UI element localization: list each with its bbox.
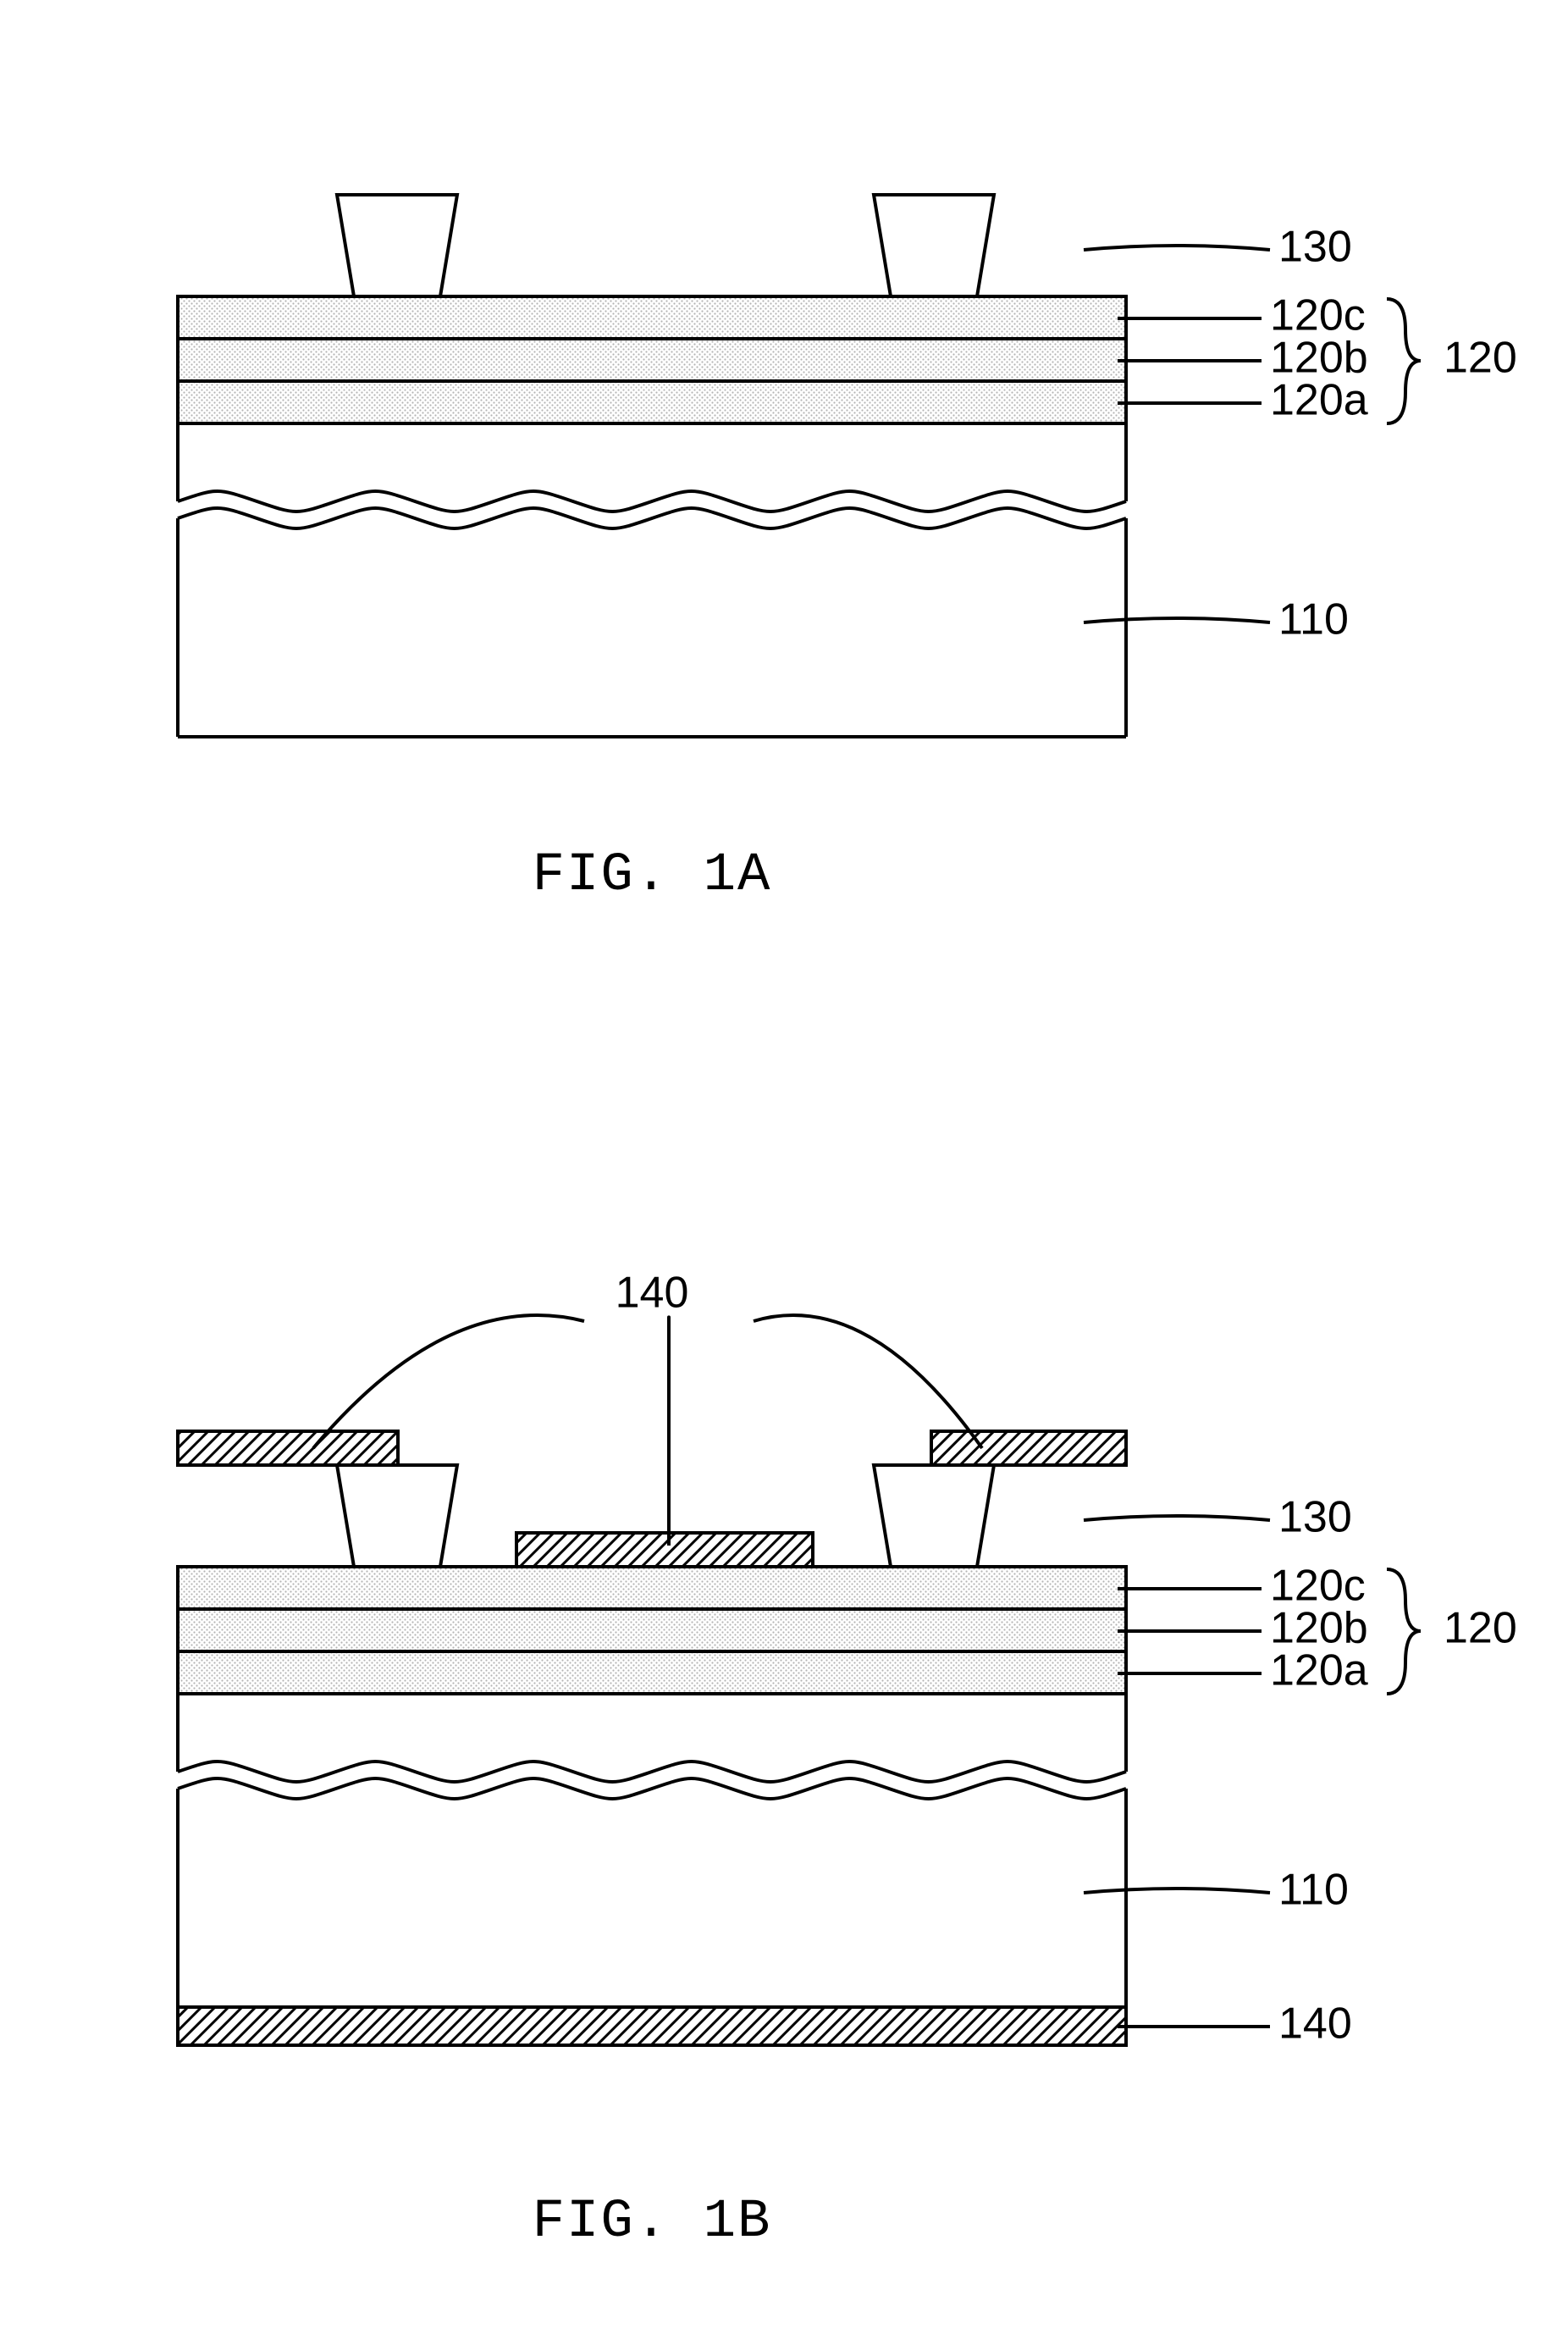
structure-130	[337, 195, 457, 296]
caption-fig-1a: FIG. 1A	[533, 845, 772, 906]
label-130: 130	[1278, 223, 1352, 272]
label-110: 110	[1278, 595, 1349, 644]
label-140-bottom: 140	[1278, 1999, 1352, 2049]
layer-140-middle	[516, 1533, 813, 1567]
leader-line	[1084, 246, 1270, 250]
break-line	[178, 508, 1126, 528]
label-120a: 120a	[1270, 1646, 1368, 1695]
brace	[1387, 299, 1421, 423]
break-line	[178, 491, 1126, 512]
label-110: 110	[1278, 1866, 1349, 1915]
layer-120c	[178, 1567, 1126, 1609]
layer-120b	[178, 1609, 1126, 1651]
structure-130	[874, 1465, 994, 1567]
layer-120a	[178, 381, 1126, 423]
structure-130	[337, 1465, 457, 1567]
label-120: 120	[1444, 334, 1517, 383]
layer-140-topcap	[931, 1431, 1126, 1465]
leader-line	[754, 1315, 982, 1448]
leader-line	[1084, 1889, 1270, 1893]
label-140-top: 140	[616, 1269, 689, 1318]
layer-120a	[178, 1651, 1126, 1694]
layer-140-topcap	[178, 1431, 398, 1465]
leader-line	[1084, 618, 1270, 622]
label-120a: 120a	[1270, 376, 1368, 425]
structure-130	[874, 195, 994, 296]
brace	[1387, 1569, 1421, 1694]
caption-fig-1b: FIG. 1B	[533, 2192, 772, 2253]
layer-120c	[178, 296, 1126, 339]
label-120: 120	[1444, 1604, 1517, 1653]
leader-line	[313, 1315, 584, 1448]
break-line	[178, 1762, 1126, 1782]
break-line	[178, 1778, 1126, 1799]
layer-120b	[178, 339, 1126, 381]
layer-140-bottom	[178, 2007, 1126, 2045]
label-130: 130	[1278, 1493, 1352, 1542]
leader-line	[1084, 1516, 1270, 1520]
